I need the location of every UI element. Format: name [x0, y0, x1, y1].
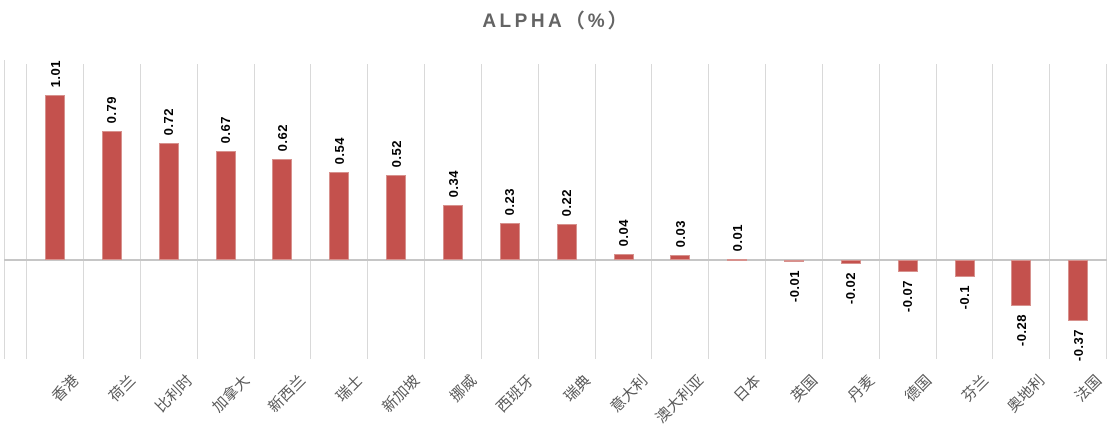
- gridline: [708, 64, 710, 359]
- category-label: 法国: [1072, 371, 1106, 405]
- gridline: [537, 64, 539, 359]
- value-label: 0.72: [161, 107, 177, 135]
- bar: [670, 255, 691, 261]
- bar: [158, 142, 179, 261]
- value-label: 0.04: [616, 218, 632, 247]
- bar: [1068, 260, 1089, 321]
- value-label: 0.03: [672, 220, 688, 248]
- gridline: [196, 64, 198, 359]
- value-label: 0.34: [445, 169, 461, 198]
- value-label: 1.01: [47, 60, 63, 88]
- category-label: 香港: [49, 371, 83, 405]
- value-label: 0.22: [559, 189, 575, 217]
- gridline: [878, 64, 880, 359]
- gridline: [83, 64, 85, 359]
- category-label: 澳大利亚: [653, 371, 708, 427]
- value-label: 0.01: [729, 223, 745, 251]
- category-label: 丹麦: [844, 371, 879, 405]
- category-label: 新西兰: [265, 371, 310, 416]
- gridline: [1106, 64, 1108, 359]
- category-label: 新加坡: [379, 371, 424, 416]
- value-label: 0.79: [104, 96, 120, 124]
- category-label: 芬兰: [958, 371, 992, 405]
- category-label: 英国: [787, 371, 822, 405]
- value-label: -0.02: [843, 271, 859, 304]
- bar: [443, 204, 463, 261]
- y-axis-line: [4, 60, 5, 359]
- value-label: -0.1: [957, 284, 973, 310]
- gridline: [821, 64, 823, 359]
- bar: [556, 224, 577, 261]
- value-label: 0.62: [274, 123, 290, 152]
- category-label: 荷兰: [105, 371, 140, 405]
- gridline: [1049, 64, 1051, 359]
- bar: [329, 171, 350, 261]
- value-label: 0.52: [388, 140, 404, 168]
- value-label: -0.07: [900, 279, 916, 312]
- gridline: [139, 64, 141, 359]
- value-label: 0.67: [218, 115, 234, 144]
- gridline: [651, 64, 653, 359]
- category-label: 比利时: [152, 371, 196, 416]
- bar: [499, 222, 520, 261]
- gridline: [424, 64, 426, 359]
- value-label: -0.01: [786, 269, 802, 303]
- category-label: 挪威: [446, 371, 481, 405]
- value-label: -0.28: [1013, 314, 1029, 347]
- category-label: 奥地利: [1004, 371, 1049, 416]
- category-label: 瑞士: [333, 371, 367, 405]
- gridline: [765, 64, 767, 359]
- bar: [727, 258, 748, 261]
- category-label: 意大利: [606, 371, 651, 416]
- gridline: [935, 64, 937, 359]
- bar: [954, 260, 975, 277]
- bar: [101, 131, 122, 261]
- gridline: [253, 64, 255, 359]
- bar: [386, 175, 407, 261]
- bar: [1011, 260, 1032, 307]
- category-label: 加拿大: [208, 371, 253, 416]
- bar: [215, 150, 236, 261]
- gridline: [480, 64, 482, 359]
- bar: [897, 260, 918, 272]
- zero-line: [4, 259, 1107, 262]
- value-label: 0.23: [502, 187, 518, 215]
- gridline: [594, 64, 596, 359]
- value-label: -0.37: [1070, 328, 1086, 361]
- bar: [840, 260, 861, 264]
- bar: [613, 253, 634, 261]
- gridline: [310, 64, 312, 359]
- bar: [784, 260, 805, 263]
- gridline: [26, 64, 28, 359]
- gridline: [992, 64, 994, 359]
- category-label: 德国: [901, 371, 935, 405]
- category-label: 西班牙: [493, 371, 537, 416]
- bar: [272, 158, 293, 261]
- category-label: 瑞典: [560, 371, 594, 405]
- bar: [45, 95, 66, 261]
- gridline: [367, 64, 369, 359]
- chart-title: ALPHA（%）: [482, 11, 631, 32]
- value-label: 0.54: [331, 136, 347, 165]
- category-label: 日本: [731, 371, 765, 405]
